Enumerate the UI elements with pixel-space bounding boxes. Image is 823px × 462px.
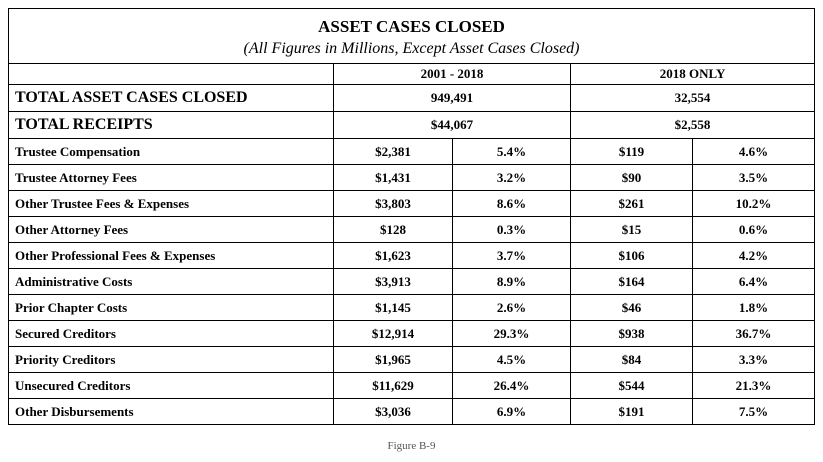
- amount-2001-2018: $1,431: [333, 164, 453, 191]
- percent-2001-2018: 0.3%: [452, 216, 571, 243]
- amount-2018-only: $84: [570, 346, 693, 373]
- percent-2001-2018: 26.4%: [452, 372, 571, 399]
- percent-2018-only: 3.3%: [691, 346, 816, 373]
- total-row: TOTAL RECEIPTS $44,067 $2,558: [8, 111, 816, 139]
- figure-caption: Figure B-9: [387, 440, 436, 452]
- table-row: Other Trustee Fees & Expenses $3,803 8.6% $…: [8, 190, 816, 217]
- row-label: Administrative Costs: [8, 268, 334, 295]
- row-label: Unsecured Creditors: [8, 372, 334, 399]
- title-cell: ASSET CASES CLOSED (All Figures in Milli…: [7, 8, 816, 64]
- total-row: TOTAL ASSET CASES CLOSED 949,491 32,554: [8, 84, 816, 112]
- amount-2001-2018: $1,623: [333, 242, 453, 269]
- table-row: Other Professional Fees & Expenses $1,623…: [8, 242, 816, 269]
- table-row: Administrative Costs $3,913 8.9% $164 6.4%: [8, 268, 816, 295]
- percent-2018-only: 36.7%: [691, 320, 816, 347]
- percent-2018-only: 4.2%: [691, 242, 816, 269]
- amount-2018-only: $90: [570, 164, 693, 191]
- table-row: Unsecured Creditors $11,629 26.4% $544 21.3%: [8, 372, 816, 399]
- amount-2001-2018: $3,913: [333, 268, 453, 295]
- period-header-row: 2001 - 2018 2018 ONLY: [8, 63, 816, 85]
- table-row: Trustee Compensation $2,381 5.4% $119 4.6%: [8, 138, 816, 165]
- period-header-2001-2018: 2001 - 2018: [333, 63, 571, 85]
- row-label: Priority Creditors: [8, 346, 334, 373]
- amount-2001-2018: $1,965: [333, 346, 453, 373]
- total-value-2001-2018: 949,491: [333, 84, 571, 112]
- table-row: Secured Creditors $12,914 29.3% $938 36.7%: [8, 320, 816, 347]
- amount-2001-2018: $11,629: [333, 372, 453, 399]
- percent-2001-2018: 4.5%: [452, 346, 571, 373]
- percent-2018-only: 3.5%: [691, 164, 816, 191]
- row-label: Other Trustee Fees & Expenses: [8, 190, 334, 217]
- total-value-2018-only: $2,558: [569, 111, 816, 139]
- amount-2018-only: $106: [570, 242, 693, 269]
- percent-2018-only: 6.4%: [691, 268, 816, 295]
- table-row: Other Disbursements $3,036 6.9% $191 7.5%: [8, 398, 816, 425]
- amount-2001-2018: $3,803: [333, 190, 453, 217]
- percent-2018-only: 4.6%: [691, 138, 816, 165]
- percent-2001-2018: 2.6%: [452, 294, 571, 321]
- amount-2018-only: $15: [570, 216, 693, 243]
- table-row: Priority Creditors $1,965 4.5% $84 3.3%: [8, 346, 816, 373]
- total-label: TOTAL RECEIPTS: [8, 111, 334, 139]
- row-label: Secured Creditors: [8, 320, 334, 347]
- period-header-blank: [8, 63, 334, 85]
- percent-2001-2018: 8.9%: [452, 268, 571, 295]
- percent-2001-2018: 29.3%: [452, 320, 571, 347]
- percent-2018-only: 21.3%: [691, 372, 816, 399]
- row-label: Other Professional Fees & Expenses: [8, 242, 334, 269]
- row-label: Other Disbursements: [8, 398, 334, 425]
- amount-2018-only: $164: [570, 268, 693, 295]
- amount-2018-only: $191: [570, 398, 693, 425]
- percent-2001-2018: 6.9%: [452, 398, 571, 425]
- title-row: ASSET CASES CLOSED (All Figures in Milli…: [7, 8, 816, 64]
- asset-cases-table-container: ASSET CASES CLOSED (All Figures in Milli…: [7, 8, 816, 425]
- amount-2018-only: $119: [570, 138, 693, 165]
- amount-2001-2018: $1,145: [333, 294, 453, 321]
- table-subtitle: (All Figures in Millions, Except Asset C…: [243, 40, 580, 57]
- table-row: Other Attorney Fees $128 0.3% $15 0.6%: [8, 216, 816, 243]
- percent-2001-2018: 5.4%: [452, 138, 571, 165]
- amount-2001-2018: $2,381: [333, 138, 453, 165]
- percent-2018-only: 10.2%: [691, 190, 816, 217]
- period-header-2018-only: 2018 ONLY: [569, 63, 816, 85]
- amount-2001-2018: $3,036: [333, 398, 453, 425]
- percent-2001-2018: 3.7%: [452, 242, 571, 269]
- total-value-2018-only: 32,554: [569, 84, 816, 112]
- table-title: ASSET CASES CLOSED: [318, 17, 505, 36]
- row-label: Prior Chapter Costs: [8, 294, 334, 321]
- amount-2001-2018: $128: [333, 216, 453, 243]
- percent-2001-2018: 8.6%: [452, 190, 571, 217]
- percent-2001-2018: 3.2%: [452, 164, 571, 191]
- asset-cases-table: ASSET CASES CLOSED (All Figures in Milli…: [7, 8, 816, 425]
- total-label: TOTAL ASSET CASES CLOSED: [8, 84, 334, 112]
- row-label: Other Attorney Fees: [8, 216, 334, 243]
- amount-2001-2018: $12,914: [333, 320, 453, 347]
- percent-2018-only: 7.5%: [691, 398, 816, 425]
- percent-2018-only: 1.8%: [691, 294, 816, 321]
- amount-2018-only: $938: [570, 320, 693, 347]
- total-value-2001-2018: $44,067: [333, 111, 571, 139]
- row-label: Trustee Attorney Fees: [8, 164, 334, 191]
- percent-2018-only: 0.6%: [691, 216, 816, 243]
- amount-2018-only: $544: [570, 372, 693, 399]
- table-row: Prior Chapter Costs $1,145 2.6% $46 1.8%: [8, 294, 816, 321]
- row-label: Trustee Compensation: [8, 138, 334, 165]
- amount-2018-only: $261: [570, 190, 693, 217]
- amount-2018-only: $46: [570, 294, 693, 321]
- table-row: Trustee Attorney Fees $1,431 3.2% $90 3.5%: [8, 164, 816, 191]
